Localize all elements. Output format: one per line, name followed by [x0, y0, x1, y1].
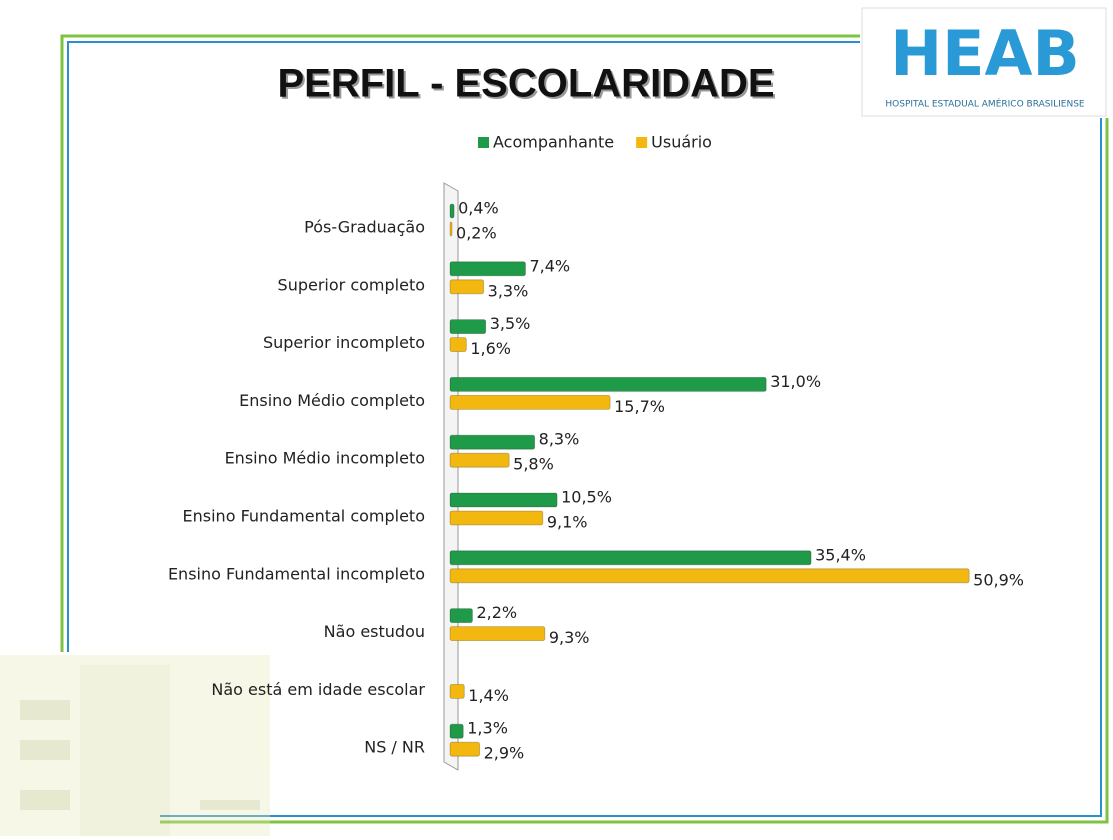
bar [450, 684, 464, 698]
bar [450, 493, 557, 507]
value-label: 0,4% [458, 199, 499, 218]
value-label: 35,4% [815, 545, 866, 564]
bar [450, 377, 766, 391]
category-label: Ensino Fundamental completo [183, 507, 425, 526]
category-label: Pós-Graduação [304, 218, 425, 237]
logo: HEAB HOSPITAL ESTADUAL AMÉRICO BRASILIEN… [862, 8, 1106, 116]
category-label: Superior completo [278, 275, 425, 294]
bar [450, 338, 466, 352]
bar [450, 551, 811, 565]
logo-caption: HOSPITAL ESTADUAL AMÉRICO BRASILIENSE [885, 98, 1085, 110]
category-label: Ensino Médio completo [239, 391, 425, 410]
value-label: 7,4% [529, 256, 570, 275]
category-label: Ensino Médio incompleto [225, 449, 425, 468]
value-label: 9,3% [549, 628, 590, 647]
category-label: Não estudou [324, 622, 425, 641]
value-label: 9,1% [547, 513, 588, 532]
value-label: 1,3% [467, 719, 508, 738]
category-label: Não está em idade escolar [211, 680, 425, 699]
value-label: 3,5% [490, 314, 531, 333]
bar [450, 280, 484, 294]
value-label: 1,6% [470, 339, 511, 358]
value-label: 15,7% [614, 397, 665, 416]
chart-title: PERFIL - ESCOLARIDADE [277, 62, 774, 106]
value-label: 2,9% [484, 744, 525, 763]
bar [450, 435, 535, 449]
bar [450, 222, 452, 236]
legend-swatch [636, 137, 647, 148]
value-label: 31,0% [770, 372, 821, 391]
legend-swatch [478, 137, 489, 148]
value-label: 5,8% [513, 455, 554, 474]
bar [450, 511, 543, 525]
slide: HEAB HOSPITAL ESTADUAL AMÉRICO BRASILIEN… [0, 0, 1113, 836]
logo-text: HEAB [890, 17, 1079, 90]
bar [450, 724, 463, 738]
category-label: NS / NR [364, 738, 425, 757]
value-label: 3,3% [488, 281, 529, 300]
value-label: 2,2% [476, 603, 517, 622]
legend-label: Usuário [651, 133, 712, 152]
value-label: 1,4% [468, 686, 509, 705]
bar [450, 204, 454, 218]
bar [450, 262, 525, 276]
legend-label: Acompanhante [493, 133, 614, 152]
value-label: 8,3% [539, 430, 580, 449]
value-label: 50,9% [973, 570, 1024, 589]
category-label: Superior incompleto [263, 333, 425, 352]
bar [450, 569, 969, 583]
category-label: Ensino Fundamental incompleto [168, 564, 425, 583]
bar [450, 627, 545, 641]
bar [450, 742, 480, 756]
value-label: 0,2% [456, 224, 497, 243]
value-label: 10,5% [561, 488, 612, 507]
bar [450, 320, 486, 334]
bar [450, 395, 610, 409]
bar [450, 453, 509, 467]
bar [450, 609, 472, 623]
